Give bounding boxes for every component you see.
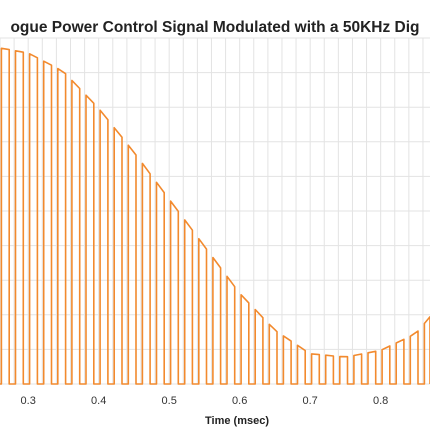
x-axis-title: Time (msec) — [205, 415, 269, 427]
chart-title: ogue Power Control Signal Modulated with… — [10, 19, 419, 36]
plot-area — [0, 47, 430, 385]
pwm-signal-line — [0, 47, 430, 385]
grid — [0, 37, 430, 385]
x-tick-label: 0.4 — [91, 395, 106, 407]
x-tick-label: 0.7 — [303, 395, 318, 407]
x-tick-label: 0.6 — [232, 395, 247, 407]
x-tick-label: 0.3 — [21, 395, 36, 407]
x-tick-label: 0.8 — [373, 395, 388, 407]
x-axis-ticks: 0.3 0.4 0.5 0.6 0.7 0.8 — [21, 395, 389, 407]
x-tick-label: 0.5 — [162, 395, 177, 407]
